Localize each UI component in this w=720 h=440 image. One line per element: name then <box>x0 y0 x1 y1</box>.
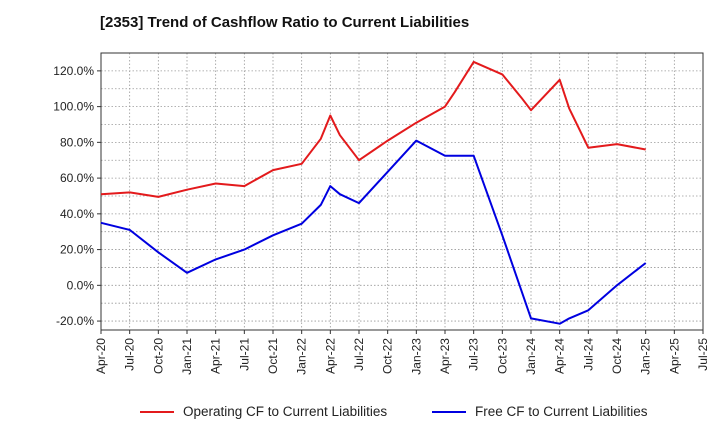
x-tick-label: Apr-23 <box>438 338 452 374</box>
x-tick-label: Jan-25 <box>639 338 653 375</box>
y-tick-label: 80.0% <box>60 135 94 149</box>
y-tick-label: 100.0% <box>53 100 94 114</box>
x-tick-label: Jul-24 <box>581 338 595 371</box>
x-tick-label: Apr-22 <box>323 338 337 374</box>
x-tick-label: Jul-21 <box>237 338 251 371</box>
y-tick-label: -20.0% <box>56 314 94 328</box>
plot-area <box>101 53 703 330</box>
legend-label-free-cf: Free CF to Current Liabilities <box>475 404 648 419</box>
x-tick-label: Apr-25 <box>667 338 681 374</box>
legend-label-operating-cf: Operating CF to Current Liabilities <box>183 404 388 419</box>
y-tick-label: 120.0% <box>53 64 94 78</box>
chart-title: [2353] Trend of Cashflow Ratio to Curren… <box>100 14 470 31</box>
legend-swatch-operating-cf <box>140 410 174 413</box>
x-tick-label: Apr-21 <box>209 338 223 374</box>
series-line-operating-cf <box>100 60 646 198</box>
legend-swatch-free-cf <box>432 410 466 413</box>
legend-item-free-cf: Free CF to Current Liabilities <box>432 404 648 419</box>
y-tick-label: 60.0% <box>60 171 94 185</box>
x-tick-label: Oct-24 <box>610 338 624 374</box>
y-tick-label: 0.0% <box>67 278 95 292</box>
y-tick-label: 40.0% <box>60 207 94 221</box>
x-tick-label: Jul-20 <box>123 338 137 371</box>
y-tick-label: 20.0% <box>60 243 94 257</box>
x-tick-label: Jul-23 <box>467 338 481 371</box>
x-tick-label: Jan-22 <box>295 338 309 375</box>
x-tick-label: Oct-20 <box>151 338 165 374</box>
chart-legend: Operating CF to Current Liabilities Free… <box>0 404 720 426</box>
x-tick-label: Jan-23 <box>409 338 423 375</box>
x-tick-label: Oct-21 <box>266 338 280 374</box>
series-line-free-cf <box>100 139 647 325</box>
x-tick-label: Jan-24 <box>524 338 538 375</box>
plot-frame <box>100 52 704 331</box>
x-tick-label: Jul-22 <box>352 338 366 371</box>
x-tick-label: Oct-23 <box>495 338 509 374</box>
x-tick-label: Jul-25 <box>696 338 710 371</box>
legend-item-operating-cf: Operating CF to Current Liabilities <box>140 404 387 419</box>
x-tick-label: Jan-21 <box>180 338 194 375</box>
x-tick-label: Oct-22 <box>381 338 395 374</box>
x-tick-label: Apr-20 <box>94 338 108 374</box>
x-tick-label: Apr-24 <box>553 338 567 374</box>
